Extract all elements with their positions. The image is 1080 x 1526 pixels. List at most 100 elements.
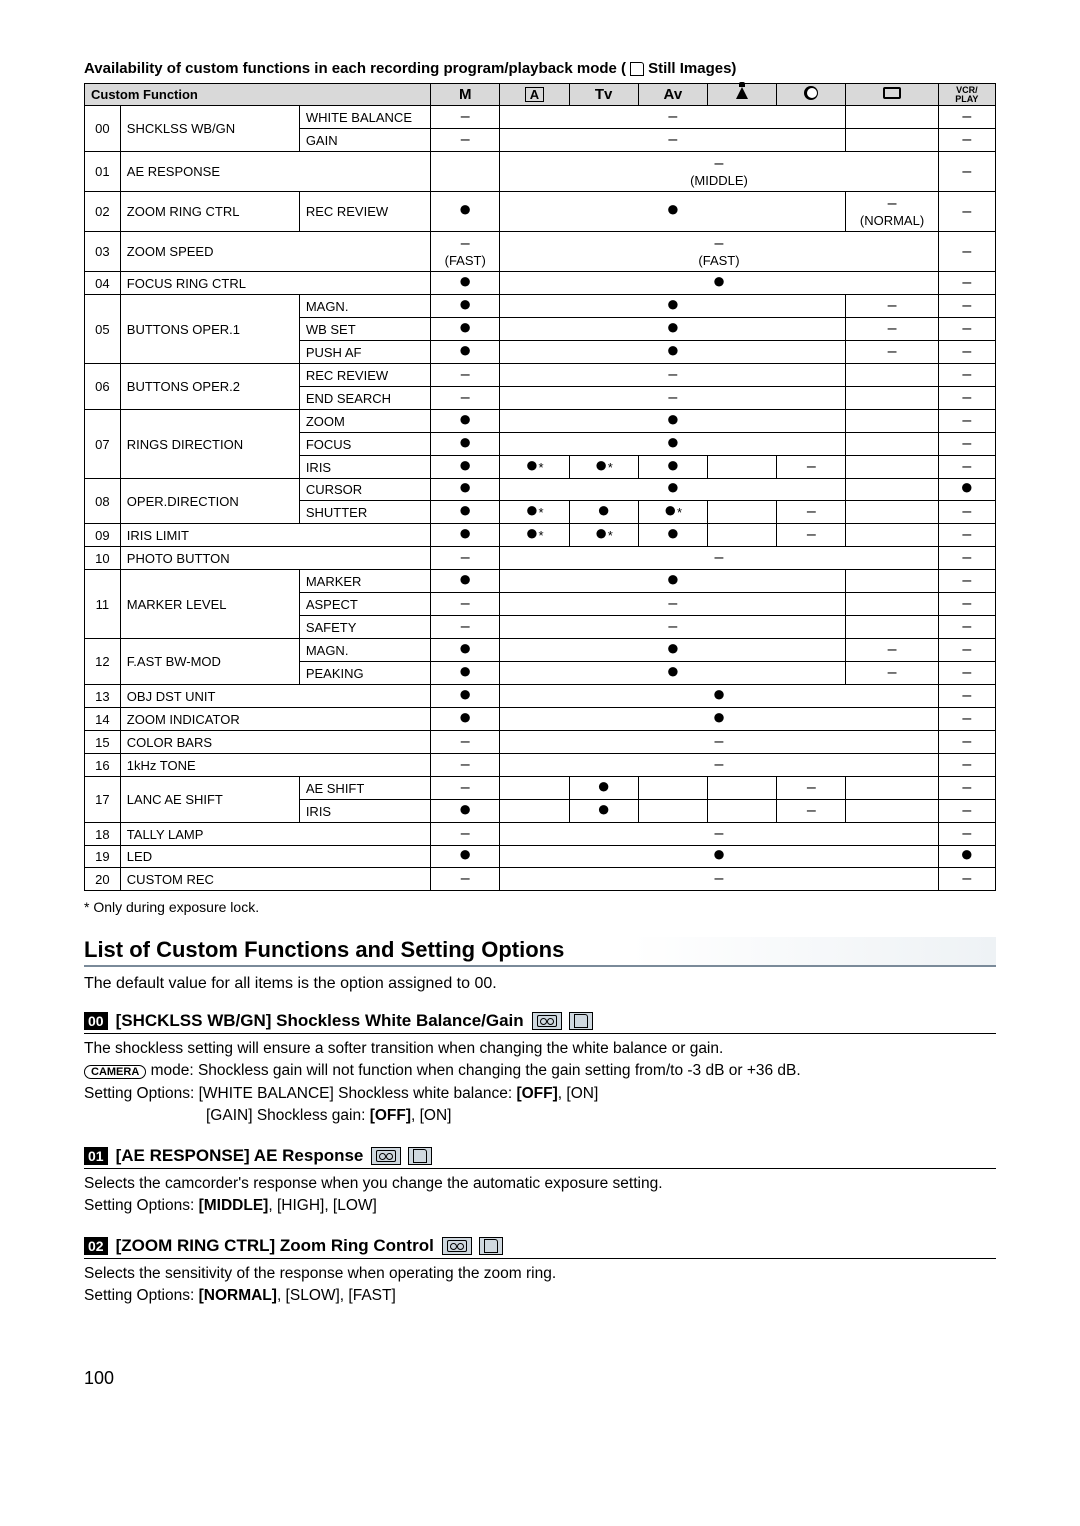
cell-spot [707, 456, 776, 479]
th-av: Av [638, 84, 707, 106]
table-row: 20CUSTOM REC––– [85, 868, 996, 891]
row-name: IRIS LIMIT [120, 524, 430, 547]
cell-vcr: – [938, 754, 995, 777]
cell-m: ● [431, 800, 500, 823]
row-num: 04 [85, 272, 121, 295]
sd-icon [413, 1149, 427, 1163]
fn02-line2a: Setting Options: [84, 1287, 199, 1304]
default-text: The default value for all items is the o… [84, 975, 996, 993]
row-name: ZOOM RING CTRL [120, 192, 299, 232]
cell-night: – [777, 501, 846, 524]
fn02-normal: [NORMAL] [199, 1287, 277, 1304]
cell-rect [846, 570, 938, 593]
cell-m: ● [431, 341, 500, 364]
row-num: 15 [85, 731, 121, 754]
tape-icon [537, 1015, 557, 1027]
cell-wide: ● [500, 341, 846, 364]
night-icon [804, 86, 818, 100]
cell-m: – [431, 364, 500, 387]
row-num: 10 [85, 547, 121, 570]
row-sub: CURSOR [299, 479, 430, 501]
row-sub: END SEARCH [299, 387, 430, 410]
cell-av [638, 777, 707, 800]
row-name: FOCUS RING CTRL [120, 272, 430, 295]
cell-rect [846, 593, 938, 616]
cell-rect: – [846, 295, 938, 318]
cell-m: ● [431, 524, 500, 547]
num-badge-00: 00 [84, 1012, 108, 1030]
fn-head-00: 00 [SHCKLSS WB/GN] Shockless White Balan… [84, 1011, 996, 1034]
cell-wide: – [500, 129, 846, 152]
cell-wide: – [500, 754, 938, 777]
cell-wide: – [500, 868, 938, 891]
row-sub: ASPECT [299, 593, 430, 616]
cell-m: – [431, 731, 500, 754]
row-name: ZOOM SPEED [120, 232, 430, 272]
fn00-line2: CAMERA mode: Shockless gain will not fun… [84, 1060, 996, 1082]
table-row: 12F.AST BW-MODMAGN.●●–– [85, 639, 996, 662]
cell-rect: – [846, 341, 938, 364]
row-num: 20 [85, 868, 121, 891]
table-row: 19LED●●● [85, 846, 996, 868]
cell-av: ● [638, 524, 707, 547]
cell-vcr: – [938, 501, 995, 524]
cell-rect: – [846, 662, 938, 685]
row-sub: FOCUS [299, 433, 430, 456]
cell-rect [846, 777, 938, 800]
table-row: 14ZOOM INDICATOR●●– [85, 708, 996, 731]
fn-block-00: 00 [SHCKLSS WB/GN] Shockless White Balan… [84, 1011, 996, 1128]
table-row: 161kHz TONE––– [85, 754, 996, 777]
fn-head-02: 02 [ZOOM RING CTRL] Zoom Ring Control [84, 1236, 996, 1259]
cell-night: – [777, 777, 846, 800]
row-sub: PUSH AF [299, 341, 430, 364]
num-badge-02: 02 [84, 1237, 108, 1255]
cell-m: – [431, 754, 500, 777]
table-row: 01AE RESPONSE–(MIDDLE)– [85, 152, 996, 192]
row-num: 12 [85, 639, 121, 685]
table-title: Availability of custom functions in each… [84, 60, 996, 77]
row-num: 09 [85, 524, 121, 547]
cell-vcr: – [938, 777, 995, 800]
cell-wide: ● [500, 846, 938, 868]
fn00-line4a: [GAIN] Shockless gain: [206, 1107, 370, 1124]
row-name: SHCKLSS WB/GN [120, 106, 299, 152]
cell-m [431, 152, 500, 192]
cell-m: ● [431, 846, 500, 868]
row-sub: WHITE BALANCE [299, 106, 430, 129]
cell-vcr: – [938, 662, 995, 685]
cell-spot [707, 524, 776, 547]
cell-spot [707, 501, 776, 524]
cell-m: ● [431, 570, 500, 593]
cell-m: ● [431, 708, 500, 731]
cell-m: – [431, 593, 500, 616]
row-sub: IRIS [299, 800, 430, 823]
fn01-line2b: , [HIGH], [LOW] [268, 1197, 377, 1214]
cell-tv: ● [569, 800, 638, 823]
cell-vcr: ● [938, 479, 995, 501]
cell-vcr: – [938, 800, 995, 823]
cell-vcr: – [938, 129, 995, 152]
row-name: CUSTOM REC [120, 868, 430, 891]
row-name: LED [120, 846, 430, 868]
row-num: 07 [85, 410, 121, 479]
cell-rect [846, 479, 938, 501]
row-num: 16 [85, 754, 121, 777]
row-sub: SHUTTER [299, 501, 430, 524]
row-name: BUTTONS OPER.2 [120, 364, 299, 410]
cell-vcr: – [938, 272, 995, 295]
row-name: LANC AE SHIFT [120, 777, 299, 823]
cell-rect [846, 433, 938, 456]
cell-vcr: – [938, 593, 995, 616]
th-m: M [431, 84, 500, 106]
cell-night: – [777, 456, 846, 479]
th-vcr: VCR/PLAY [938, 84, 995, 106]
cell-rect [846, 501, 938, 524]
cell-vcr: – [938, 685, 995, 708]
cell-av [638, 800, 707, 823]
num-badge-01: 01 [84, 1147, 108, 1165]
cell-vcr: – [938, 570, 995, 593]
table-row: 04FOCUS RING CTRL●●– [85, 272, 996, 295]
cell-vcr: – [938, 341, 995, 364]
row-sub: IRIS [299, 456, 430, 479]
row-num: 05 [85, 295, 121, 364]
